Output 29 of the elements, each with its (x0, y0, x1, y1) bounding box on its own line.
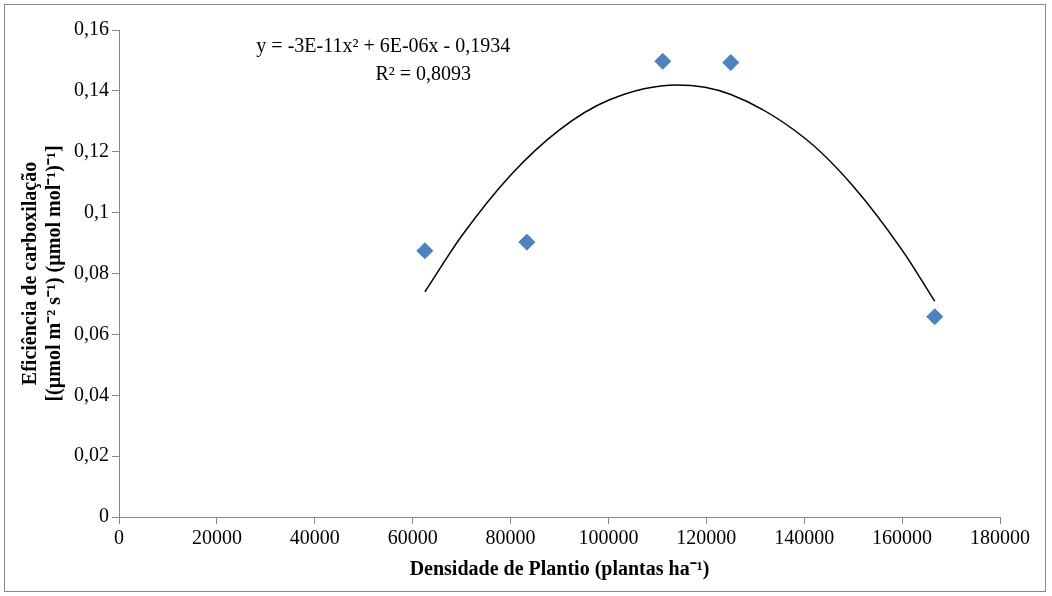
x-tick-label: 0 (114, 526, 124, 549)
x-tick-label: 20000 (191, 526, 242, 549)
y-tick-label: 0,16 (74, 17, 109, 40)
point (518, 233, 536, 251)
annotation: y = -3E-11x² + 6E-06x - 0,1934 (256, 34, 511, 57)
line-series (424, 84, 936, 302)
point (722, 54, 740, 72)
y-tick-label: 0,14 (74, 78, 109, 101)
x-tick-label: 100000 (578, 526, 639, 549)
x-axis-title: Densidade de Plantio (plantas ha⁻¹) (409, 557, 710, 581)
y-tick-label: 0,04 (74, 382, 109, 405)
y-tick-label: 0,08 (74, 260, 109, 283)
y-tick-label: 0,1 (84, 199, 109, 222)
point (416, 242, 434, 260)
y-tick-label: 0,06 (74, 321, 109, 344)
y-tick-label: 0,02 (74, 443, 109, 466)
x-tick-label: 160000 (872, 526, 933, 549)
x-tick-label: 60000 (387, 526, 438, 549)
y-tick-label: 0 (99, 504, 109, 527)
y-tick-label: 0,12 (74, 139, 109, 161)
annotation: R² = 0,8093 (375, 62, 472, 84)
x-tick-label: 120000 (676, 526, 737, 549)
point (926, 308, 944, 326)
y-axis-title: Eficiência de carboxilação [(µmol m⁻² s⁻¹) (µmol mol⁻¹)⁻¹] (18, 145, 66, 402)
point (654, 52, 672, 70)
x-tick-label: 180000 (970, 526, 1030, 549)
x-tick-label: 40000 (289, 526, 340, 549)
x-tick-label: 80000 (485, 526, 536, 549)
x-tick-label: 140000 (774, 526, 835, 549)
